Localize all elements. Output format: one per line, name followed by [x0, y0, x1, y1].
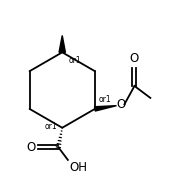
- Text: O: O: [116, 98, 126, 111]
- Text: O: O: [26, 141, 36, 154]
- Text: or1: or1: [45, 122, 57, 131]
- Text: O: O: [130, 52, 139, 65]
- Polygon shape: [59, 36, 65, 52]
- Text: or1: or1: [68, 56, 81, 65]
- Text: or1: or1: [99, 95, 111, 104]
- Polygon shape: [94, 106, 116, 111]
- Text: OH: OH: [70, 161, 88, 174]
